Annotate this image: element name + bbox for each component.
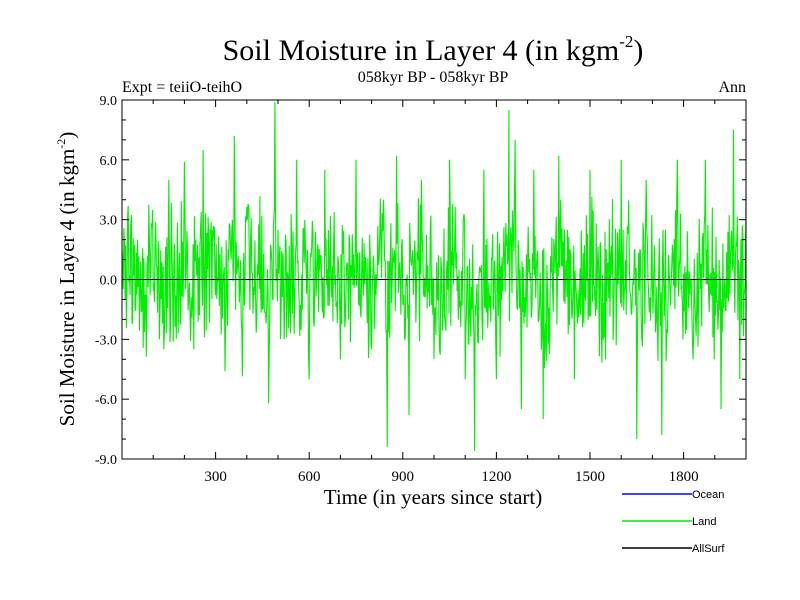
x-tick-label: 600 <box>298 469 321 485</box>
y-axis-label-main: Soil Moisture in Layer 4 (in kgm <box>55 149 79 427</box>
series-line-land <box>121 101 747 452</box>
y-tick-label: 6.0 <box>100 154 118 169</box>
y-tick-label: 3.0 <box>100 214 118 229</box>
series-layer <box>121 101 747 452</box>
x-tick-label: 1800 <box>669 469 699 485</box>
chart-title-close: ) <box>633 34 643 67</box>
y-axis-label-close: ) <box>55 132 79 139</box>
x-tick-label: 1200 <box>481 469 511 485</box>
y-tick-label: -6.0 <box>95 393 117 408</box>
y-tick-label: -3.0 <box>95 333 117 348</box>
y-axis-label-sup: -2 <box>54 139 68 149</box>
expt-label: Expt = teiiO-teihO <box>122 79 242 96</box>
y-tick-label: -9.0 <box>95 453 117 468</box>
y-axis-label: Soil Moisture in Layer 4 (in kgm-2) <box>54 132 79 427</box>
y-tick-label: 9.0 <box>100 94 118 109</box>
legend-label-ocean: Ocean <box>692 489 724 501</box>
subtitle: 058kyr BP - 058kyr BP <box>358 69 509 86</box>
ticks-layer: 300 600 900 1200 1500 1800 -9.0 -6.0 -3.0 0.0 3.0 6… <box>95 94 746 485</box>
chart-title-sup: -2 <box>619 32 633 51</box>
y-tick-label: 0.0 <box>100 274 118 289</box>
legend-label-allsurf: AllSurf <box>692 543 725 555</box>
chart-title-main: Soil Moisture in Layer 4 (in kgm <box>223 34 620 67</box>
chart-title: Soil Moisture in Layer 4 (in kgm-2) <box>223 32 644 67</box>
x-tick-label: 900 <box>392 469 415 485</box>
legend-label-land: Land <box>692 516 716 528</box>
season-label: Ann <box>718 79 746 96</box>
x-tick-label: 1500 <box>575 469 605 485</box>
x-axis-label: Time (in years since start) <box>324 485 543 509</box>
x-tick-label: 300 <box>204 469 227 485</box>
legend: Ocean Land AllSurf <box>622 489 725 555</box>
